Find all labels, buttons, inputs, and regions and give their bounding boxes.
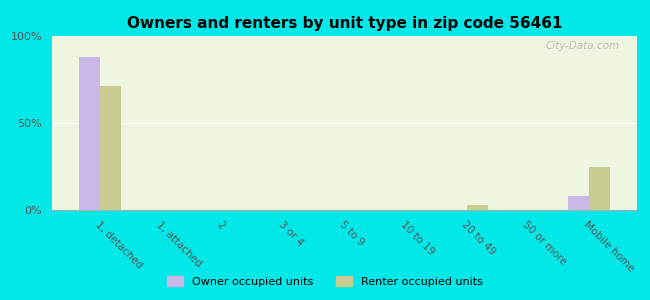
Bar bbox=[567, 196, 589, 210]
Bar bbox=[467, 205, 488, 210]
Legend: Owner occupied units, Renter occupied units: Owner occupied units, Renter occupied un… bbox=[162, 272, 488, 291]
Bar bbox=[589, 167, 610, 210]
Text: City-Data.com: City-Data.com bbox=[545, 41, 619, 51]
Bar bbox=[79, 57, 100, 210]
Title: Owners and renters by unit type in zip code 56461: Owners and renters by unit type in zip c… bbox=[127, 16, 562, 31]
Bar bbox=[100, 86, 122, 210]
